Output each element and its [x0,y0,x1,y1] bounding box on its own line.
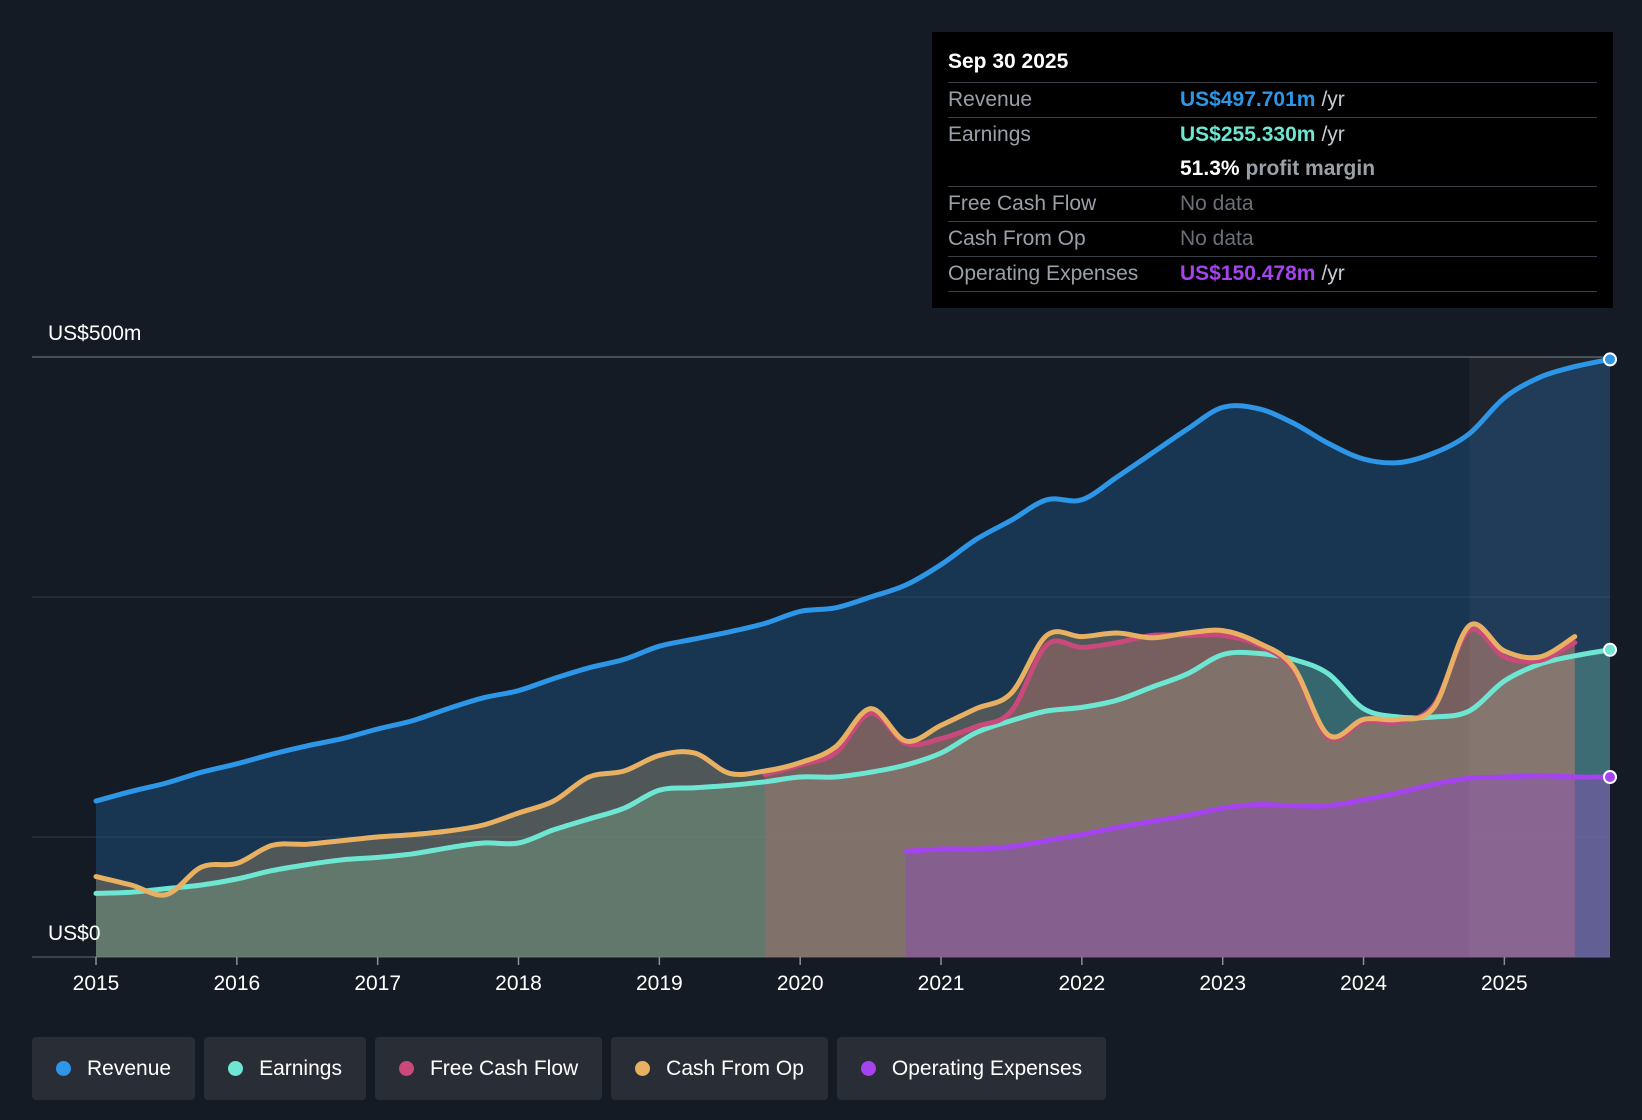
x-tick-label: 2018 [495,972,542,995]
legend-item-earnings[interactable]: Earnings [204,1037,366,1100]
legend-item-cash-from-op[interactable]: Cash From Op [611,1037,828,1100]
operating-expenses-end-marker [1603,770,1617,784]
series-lines [93,356,1613,898]
x-tick-label: 2024 [1340,972,1387,995]
x-tick-label: 2016 [213,972,260,995]
legend-label: Operating Expenses [891,1056,1083,1080]
x-tick-label: 2023 [1199,972,1246,995]
legend-dot-icon [860,1061,876,1076]
x-tick-label: 2019 [636,972,683,995]
legend-dot-icon [635,1061,651,1076]
legend-label: Revenue [87,1056,172,1080]
tooltip-margin-value: 51.3% [1180,157,1240,180]
revenue-end-marker [1603,352,1617,367]
tooltip-revenue-label: Revenue [948,88,1033,111]
tooltip-date: Sep 30 2025 [948,46,1597,83]
legend-item-revenue[interactable]: Revenue [32,1037,196,1100]
earnings-line [93,647,1613,896]
x-tick-label: 2021 [918,972,965,995]
x-axis-ticks: 2015 2016 2017 2018 2019 2020 2021 2022 2023 2024… [73,957,1528,995]
tooltip-fcf-label: Free Cash Flow [948,192,1097,215]
tooltip-cfo-value: No data [1180,227,1254,250]
tooltip-earnings-value: US$255.330m [1180,123,1316,146]
tooltip-row-opex: Operating Expenses US$150.478m /yr [948,257,1597,292]
tooltip-row-cfo: Cash From Op No data [948,222,1597,257]
free-cash-flow-area [765,629,1575,957]
tooltip-fcf-value: No data [1180,192,1254,215]
x-tick-label: 2015 [73,972,120,995]
tooltip-revenue-value: US$497.701m [1180,88,1316,111]
earnings-area [96,649,1610,957]
legend-dot-icon [228,1061,244,1076]
legend-dot-icon [56,1061,71,1076]
legend-dot-icon [398,1061,414,1076]
y-axis-label-top: US$500m [48,322,141,345]
tooltip-margin-spacer [948,152,1180,186]
cash-from-op-area [96,623,1575,957]
tooltip-opex-label: Operating Expenses [948,262,1139,285]
legend-label: Earnings [259,1056,342,1080]
tooltip-opex-value: US$150.478m [1180,262,1316,285]
tooltip-revenue-unit: /yr [1321,88,1345,111]
revenue-line [93,356,1613,804]
operating-expenses-line [903,773,1613,854]
x-tick-label: 2017 [354,972,401,995]
tooltip-row-margin: 51.3% profit margin [948,152,1597,187]
tooltip-cfo-label: Cash From Op [948,227,1086,250]
tooltip-earnings-unit: /yr [1321,123,1345,146]
tooltip-opex-unit: /yr [1321,262,1345,285]
data-tooltip: Sep 30 2025 Revenue US$497.701m /yr Earn… [932,32,1613,308]
operating-expenses-area [905,775,1610,957]
legend-item-free-cash-flow[interactable]: Free Cash Flow [374,1037,603,1100]
legend-item-operating-expenses[interactable]: Operating Expenses [836,1037,1107,1100]
tooltip-row-revenue: Revenue US$497.701m /yr [948,83,1597,118]
x-tick-label: 2020 [777,972,824,995]
tooltip-margin-label: profit margin [1245,157,1376,180]
x-tick-label: 2025 [1481,972,1528,995]
tooltip-row-earnings: Earnings US$255.330m /yr [948,118,1597,152]
legend-label: Free Cash Flow [429,1056,579,1080]
tooltip-earnings-label: Earnings [948,123,1031,146]
earnings-end-marker [1603,642,1617,657]
cash-from-op-line [93,621,1578,898]
series-end-markers [1603,352,1617,784]
chart-legend: Revenue Earnings Free Cash Flow Cash Fro… [32,1037,1107,1100]
tooltip-row-fcf: Free Cash Flow No data [948,187,1597,222]
legend-label: Cash From Op [666,1056,804,1080]
y-axis-label-bottom: US$0 [48,922,101,945]
series-areas [96,359,1610,957]
x-tick-label: 2022 [1059,972,1106,995]
